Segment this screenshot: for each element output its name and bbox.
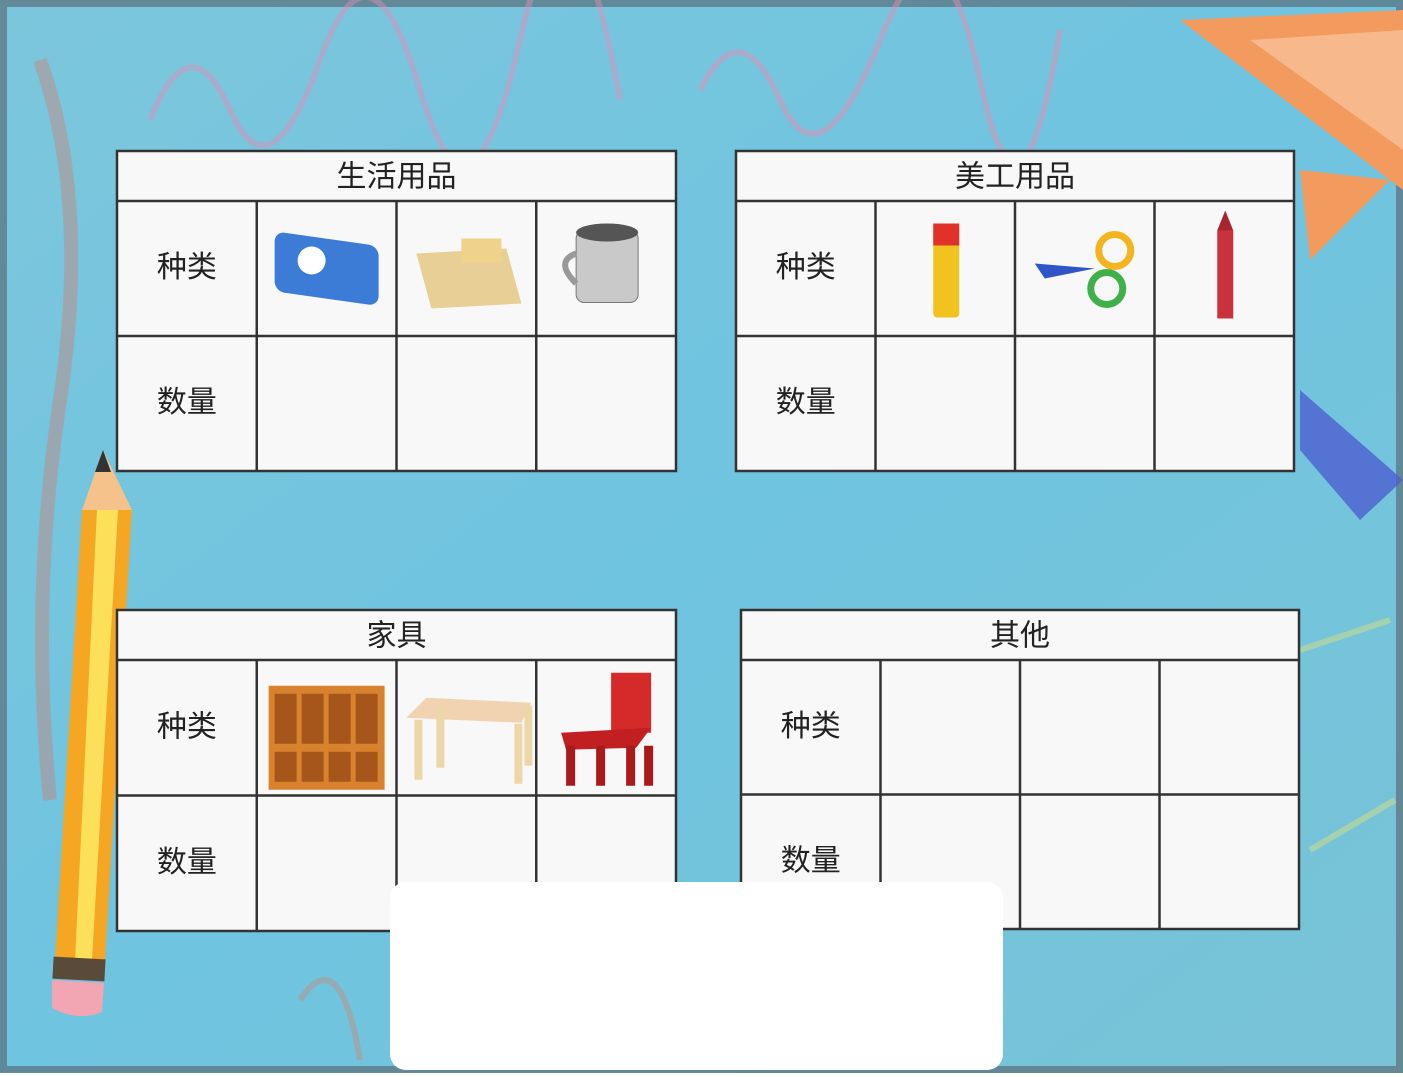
crayon-icon [1217, 230, 1234, 319]
cabinet-icon [355, 693, 378, 744]
cabinet-icon [328, 693, 351, 744]
table-title: 美工用品 [955, 160, 1075, 195]
pencil [52, 450, 132, 1017]
row-label: 种类 [157, 709, 217, 744]
table-icon [524, 705, 533, 766]
towel-icon [274, 232, 379, 305]
scissors-icon [1034, 263, 1095, 279]
row-label: 种类 [781, 709, 841, 744]
glue-icon [933, 223, 960, 246]
cup-icon [562, 250, 579, 286]
cabinet-icon [301, 751, 324, 782]
cloth-icon [416, 248, 522, 309]
scissors-icon [1087, 269, 1127, 308]
pencil-shavings [1180, 10, 1403, 520]
cabinet-icon [328, 751, 351, 782]
table-title: 其他 [990, 619, 1050, 654]
towel-icon [297, 246, 326, 275]
crayon-icon [1217, 210, 1234, 231]
chair-icon [644, 745, 654, 786]
row-label: 数量 [157, 845, 217, 880]
blank-box [390, 882, 1003, 1070]
cabinet-icon [274, 751, 297, 782]
cup-icon [576, 223, 639, 242]
row-label: 数量 [776, 385, 836, 420]
scribbles [33, 0, 1397, 1061]
table-icon [514, 723, 523, 784]
table-title: 家具 [367, 619, 427, 654]
chair-icon [611, 672, 652, 733]
scissors-icon [1095, 231, 1135, 270]
cabinet-icon [301, 693, 324, 744]
table-icon [414, 719, 423, 780]
row-label: 数量 [157, 385, 217, 420]
row-label: 种类 [157, 250, 217, 285]
row-label: 数量 [781, 843, 841, 878]
chair-icon [561, 727, 652, 750]
chair-icon [566, 745, 576, 786]
table-icon [436, 707, 445, 768]
chair-icon [626, 745, 636, 786]
chair-icon [596, 745, 606, 786]
glue-icon [933, 223, 960, 318]
cabinet-icon [355, 751, 378, 782]
table-title: 生活用品 [337, 160, 457, 195]
row-label: 种类 [776, 250, 836, 285]
cabinet-icon [274, 693, 297, 744]
soap-icon [461, 238, 502, 263]
